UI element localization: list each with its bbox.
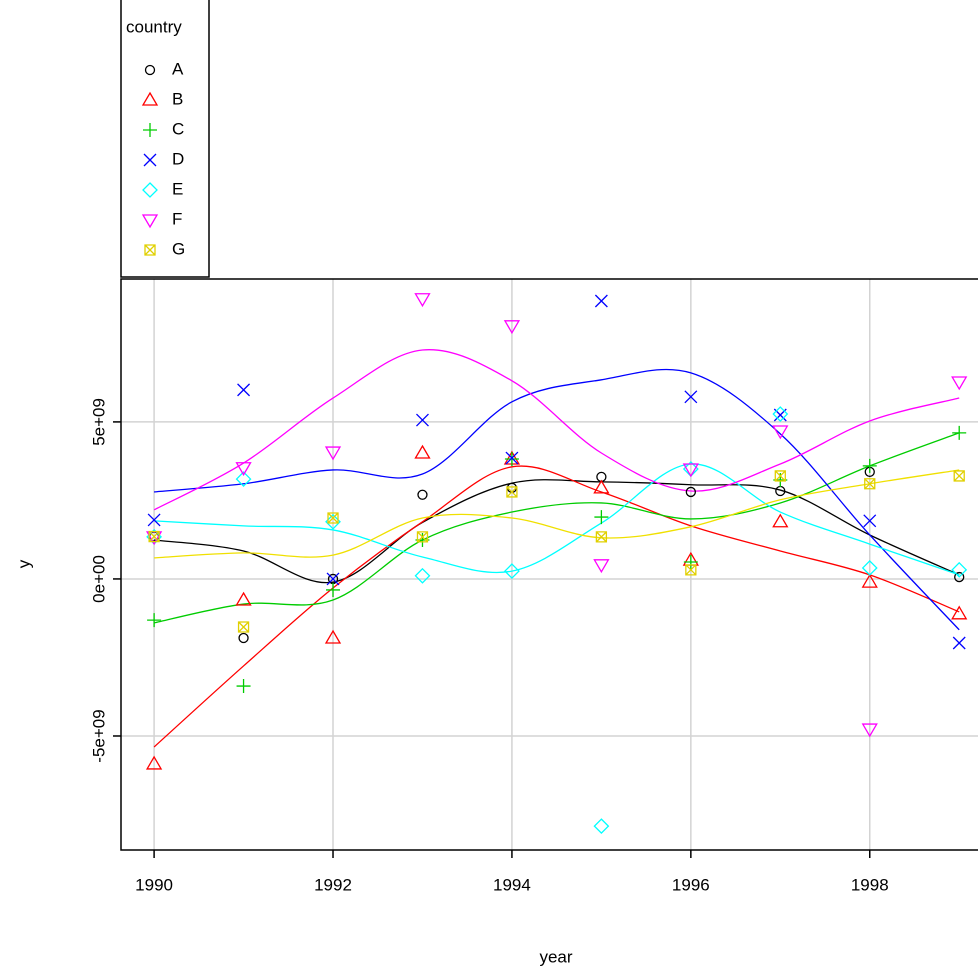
point bbox=[861, 573, 878, 588]
legend-label: C bbox=[172, 119, 184, 138]
legend-marker bbox=[144, 64, 156, 76]
point bbox=[952, 636, 966, 650]
smooth-line bbox=[154, 469, 960, 559]
point bbox=[326, 572, 340, 586]
point bbox=[416, 413, 429, 427]
smooth-line bbox=[153, 432, 960, 624]
point bbox=[503, 320, 521, 335]
axes: 1990 1992 1994 1996 1998 -5e+09 0e+00 5e+09 bbox=[89, 398, 888, 894]
smooth-lines bbox=[153, 349, 960, 748]
legend-label: D bbox=[172, 149, 184, 168]
point bbox=[235, 471, 252, 487]
legend-marker bbox=[141, 91, 159, 106]
x-tick-label: 1990 bbox=[135, 875, 173, 894]
point bbox=[685, 564, 697, 576]
point bbox=[772, 425, 789, 440]
point bbox=[148, 530, 160, 543]
legend-title: country bbox=[126, 17, 182, 36]
point bbox=[506, 486, 518, 498]
legend-label: B bbox=[172, 89, 183, 108]
legend-marker bbox=[143, 153, 157, 167]
smooth-line bbox=[153, 349, 960, 511]
legend-marker bbox=[143, 123, 157, 137]
smooth-line bbox=[154, 463, 960, 576]
legend-marker bbox=[144, 244, 156, 256]
point bbox=[505, 451, 519, 465]
point bbox=[861, 723, 878, 738]
point bbox=[237, 621, 250, 633]
smooth-line bbox=[154, 368, 960, 631]
point bbox=[504, 451, 519, 466]
y-tick-label: 0e+00 bbox=[89, 555, 108, 603]
smooth-line bbox=[154, 479, 960, 584]
point bbox=[145, 755, 163, 770]
point bbox=[504, 563, 520, 580]
point bbox=[417, 489, 428, 500]
x-tick-label: 1998 bbox=[851, 875, 889, 894]
point bbox=[593, 559, 610, 574]
x-axis-label: year bbox=[539, 947, 572, 966]
y-tick-label: -5e+09 bbox=[89, 709, 108, 762]
point bbox=[593, 479, 610, 494]
point bbox=[236, 679, 251, 694]
plot-frame bbox=[120, 278, 978, 851]
point bbox=[685, 486, 696, 498]
legend-label: F bbox=[172, 209, 182, 228]
legend-marker bbox=[142, 182, 158, 198]
point bbox=[684, 390, 698, 404]
point bbox=[324, 629, 342, 644]
point bbox=[594, 510, 609, 525]
point bbox=[594, 294, 608, 308]
legend-label: E bbox=[172, 179, 183, 198]
point bbox=[952, 425, 967, 440]
point bbox=[951, 561, 968, 578]
point bbox=[147, 513, 161, 527]
point bbox=[324, 446, 342, 461]
point bbox=[595, 531, 608, 543]
point bbox=[772, 406, 789, 422]
point bbox=[774, 470, 786, 482]
points bbox=[145, 293, 968, 835]
point bbox=[864, 478, 876, 490]
point bbox=[953, 470, 965, 482]
point bbox=[147, 613, 162, 628]
point bbox=[235, 462, 252, 477]
legend-marker bbox=[141, 214, 159, 229]
x-tick-label: 1992 bbox=[314, 875, 352, 894]
point bbox=[414, 293, 431, 308]
point bbox=[414, 567, 431, 584]
point bbox=[861, 560, 878, 576]
point bbox=[954, 571, 965, 583]
point bbox=[416, 531, 429, 543]
point bbox=[682, 463, 699, 478]
y-tick-label: 5e+09 bbox=[89, 398, 108, 446]
point bbox=[326, 582, 341, 597]
point bbox=[235, 591, 252, 606]
point bbox=[327, 512, 339, 524]
legend-label: G bbox=[172, 239, 185, 258]
point bbox=[683, 554, 698, 569]
point bbox=[862, 458, 877, 473]
y-axis-label: y bbox=[14, 559, 33, 568]
point bbox=[951, 376, 968, 391]
point bbox=[863, 514, 877, 528]
point bbox=[238, 632, 249, 644]
point bbox=[772, 513, 789, 528]
point bbox=[237, 383, 251, 397]
x-tick-label: 1994 bbox=[493, 875, 531, 894]
point bbox=[414, 444, 431, 459]
legend-box bbox=[120, 0, 210, 278]
x-tick-label: 1996 bbox=[672, 875, 710, 894]
point bbox=[593, 818, 610, 835]
legend-label: A bbox=[172, 59, 184, 78]
point bbox=[951, 605, 968, 620]
smooth-line bbox=[153, 465, 960, 748]
